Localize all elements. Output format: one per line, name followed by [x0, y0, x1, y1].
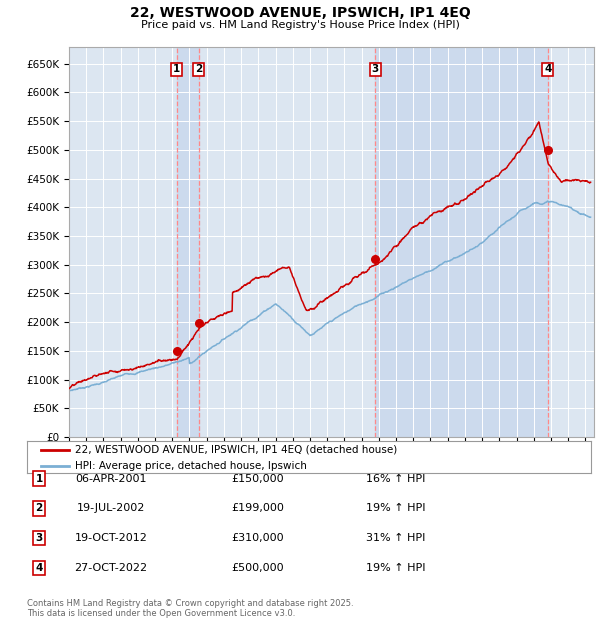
Text: Price paid vs. HM Land Registry's House Price Index (HPI): Price paid vs. HM Land Registry's House … — [140, 20, 460, 30]
Text: 06-APR-2001: 06-APR-2001 — [75, 474, 147, 484]
Text: 3: 3 — [35, 533, 43, 543]
Text: 1: 1 — [173, 64, 181, 74]
Text: 19-OCT-2012: 19-OCT-2012 — [74, 533, 148, 543]
Text: 3: 3 — [372, 64, 379, 74]
Text: 1: 1 — [35, 474, 43, 484]
Bar — [177, 46, 199, 437]
Text: 2: 2 — [196, 64, 203, 74]
Text: 19% ↑ HPI: 19% ↑ HPI — [366, 563, 426, 573]
Text: HPI: Average price, detached house, Ipswich: HPI: Average price, detached house, Ipsw… — [75, 461, 307, 471]
Text: 19-JUL-2002: 19-JUL-2002 — [77, 503, 145, 513]
Text: £500,000: £500,000 — [232, 563, 284, 573]
Text: 31% ↑ HPI: 31% ↑ HPI — [367, 533, 425, 543]
Text: 2: 2 — [35, 503, 43, 513]
Text: 4: 4 — [35, 563, 43, 573]
Text: 16% ↑ HPI: 16% ↑ HPI — [367, 474, 425, 484]
Bar — [376, 46, 548, 437]
Text: 22, WESTWOOD AVENUE, IPSWICH, IP1 4EQ: 22, WESTWOOD AVENUE, IPSWICH, IP1 4EQ — [130, 6, 470, 20]
Text: £310,000: £310,000 — [232, 533, 284, 543]
Text: £199,000: £199,000 — [232, 503, 284, 513]
Text: 27-OCT-2022: 27-OCT-2022 — [74, 563, 148, 573]
Text: £150,000: £150,000 — [232, 474, 284, 484]
Text: 22, WESTWOOD AVENUE, IPSWICH, IP1 4EQ (detached house): 22, WESTWOOD AVENUE, IPSWICH, IP1 4EQ (d… — [75, 445, 397, 455]
Text: 19% ↑ HPI: 19% ↑ HPI — [366, 503, 426, 513]
Text: Contains HM Land Registry data © Crown copyright and database right 2025.
This d: Contains HM Land Registry data © Crown c… — [27, 599, 353, 618]
Text: 4: 4 — [544, 64, 551, 74]
